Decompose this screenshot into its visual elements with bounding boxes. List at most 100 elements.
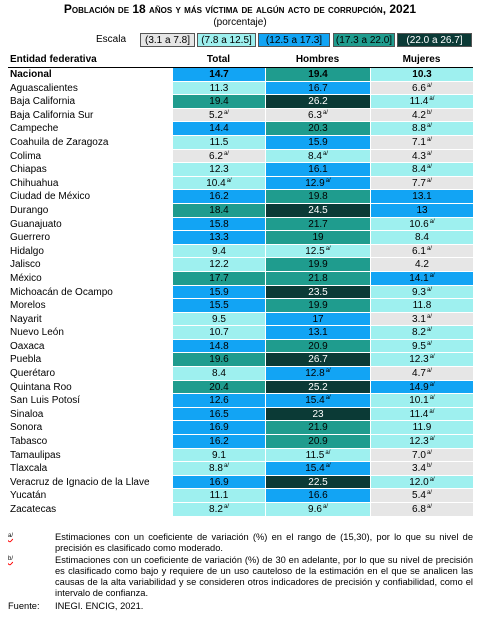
value-cell: 18.4 bbox=[172, 203, 265, 218]
value: 12.0 bbox=[409, 476, 429, 488]
value: 8.8 bbox=[412, 123, 426, 135]
value-cell: 10.6a/ bbox=[370, 217, 473, 232]
value: 11.5 bbox=[305, 449, 325, 461]
table-row: Nayarit 9.5 17 3.1a/ bbox=[8, 312, 473, 327]
value-cell: 12.6 bbox=[172, 394, 265, 408]
scale-level: (7.8 a 12.5] bbox=[197, 33, 256, 47]
value-cell: 21.8 bbox=[265, 271, 370, 286]
value: 12.9 bbox=[305, 177, 325, 189]
value-cell: 11.8 bbox=[370, 299, 473, 313]
value: 8.8 bbox=[209, 463, 223, 475]
value-cell: 11.1 bbox=[172, 489, 265, 503]
entity-name: Hidalgo bbox=[10, 245, 44, 257]
value-cell: 26.2 bbox=[265, 95, 370, 109]
value-cell: 16.2 bbox=[172, 190, 265, 204]
value: 23 bbox=[312, 408, 324, 420]
entity-name: Zacatecas bbox=[10, 504, 57, 515]
value-cell: 10.3 bbox=[370, 68, 473, 82]
value-cell: 15.4a/ bbox=[265, 394, 370, 408]
value-cell: 13.1 bbox=[265, 326, 370, 340]
value-cell: 6.1a/ bbox=[370, 244, 473, 259]
entity-name: Guerrero bbox=[10, 232, 51, 244]
entity-name: Baja California Sur bbox=[10, 109, 94, 121]
value: 9.5 bbox=[412, 340, 426, 352]
value: 12.2 bbox=[209, 259, 229, 271]
value: 11.1 bbox=[209, 490, 229, 502]
entity-name: Durango bbox=[10, 204, 49, 216]
note-mark: a/ bbox=[426, 286, 432, 293]
value-cell: 11.3 bbox=[172, 81, 265, 96]
value: 5.4 bbox=[412, 490, 426, 502]
scale-level: (3.1 a 7.8] bbox=[140, 33, 195, 47]
value-cell: 12.8a/ bbox=[265, 367, 370, 381]
value-cell: 20.9 bbox=[265, 339, 370, 354]
table-row: Campeche 14.4 20.3 8.8a/ bbox=[8, 122, 473, 136]
value: 14.4 bbox=[209, 123, 229, 135]
entity-name: Tlaxcala bbox=[10, 463, 48, 475]
value-cell: 16.7 bbox=[265, 81, 370, 96]
value-cell: 3.4b/ bbox=[370, 462, 473, 476]
value: 8.4 bbox=[212, 368, 226, 380]
value: 4.7 bbox=[412, 368, 426, 380]
note-mark: a/ bbox=[426, 150, 432, 157]
value: 15.8 bbox=[209, 218, 229, 230]
value: 11.4 bbox=[409, 408, 429, 420]
value: 19.9 bbox=[308, 300, 328, 312]
value: 14.1 bbox=[409, 272, 429, 284]
value: 9.5 bbox=[212, 313, 226, 325]
table-row: Sonora 16.9 21.9 11.9 bbox=[8, 421, 473, 436]
table-row: Quintana Roo 20.4 25.2 14.9a/ bbox=[8, 380, 473, 395]
value: 10.3 bbox=[412, 69, 432, 80]
source: Fuente: INEGI. ENCIG, 2021. bbox=[8, 601, 473, 612]
note-mark: a/ bbox=[426, 164, 432, 171]
entity-name: Aguascalientes bbox=[10, 82, 78, 94]
table-row: Nacional 14.7 19.4 10.3 bbox=[8, 68, 473, 82]
value-cell: 10.7 bbox=[172, 326, 265, 340]
value: 20.3 bbox=[308, 123, 328, 135]
value: 16.7 bbox=[308, 82, 328, 94]
entity-name: Coahuila de Zaragoza bbox=[10, 136, 109, 148]
value-cell: 13 bbox=[370, 203, 473, 218]
table-row: Baja California Sur 5.2a/6.3a/4.2b/ bbox=[8, 108, 473, 123]
entity-name: Querétaro bbox=[10, 368, 56, 380]
value: 9.1 bbox=[212, 449, 226, 461]
value-cell: 11.4a/ bbox=[370, 407, 473, 422]
value: 19.9 bbox=[308, 259, 328, 271]
note-mark: a/ bbox=[429, 381, 435, 388]
note-mark: a/ bbox=[426, 368, 432, 375]
value: 20.9 bbox=[308, 436, 328, 448]
value-cell: 23.5 bbox=[265, 285, 370, 300]
value-cell: 6.2a/ bbox=[172, 149, 265, 164]
table-row: Morelos 15.5 19.9 11.8 bbox=[8, 299, 473, 313]
value: 19 bbox=[312, 232, 324, 244]
value: 23.5 bbox=[308, 286, 328, 298]
value-cell: 17.7 bbox=[172, 271, 265, 286]
note-mark: a/ bbox=[325, 449, 331, 456]
note-mark: a/ bbox=[426, 82, 432, 89]
value: 13 bbox=[416, 204, 428, 216]
note-mark: a/ bbox=[325, 245, 331, 252]
value: 19.6 bbox=[209, 354, 229, 366]
table-row: Tamaulipas 9.1 11.5a/7.0a/ bbox=[8, 448, 473, 463]
value-cell: 15.9 bbox=[172, 285, 265, 300]
entity-name: Yucatán bbox=[10, 490, 47, 502]
table-row: Chihuahua 10.4a/12.9a/7.7a/ bbox=[8, 176, 473, 191]
entity-name: Sinaloa bbox=[10, 408, 44, 420]
note-mark: b/ bbox=[426, 109, 432, 116]
entity-name: Colima bbox=[10, 150, 42, 162]
table-row: Chiapas 12.3 16.1 8.4a/ bbox=[8, 163, 473, 177]
value-cell: 23 bbox=[265, 407, 370, 422]
value: 15.9 bbox=[209, 286, 229, 298]
note-mark: a/ bbox=[325, 368, 331, 375]
value: 14.7 bbox=[209, 69, 229, 80]
title: Población de 18 años y más víctima de al… bbox=[63, 2, 417, 16]
table-row: Michoacán de Ocampo 15.9 23.5 9.3a/ bbox=[8, 285, 473, 300]
entity-name: Campeche bbox=[10, 123, 59, 135]
value-cell: 8.2a/ bbox=[370, 326, 473, 340]
value-cell: 22.5 bbox=[265, 475, 370, 490]
note-mark: a/ bbox=[322, 109, 328, 116]
value: 6.1 bbox=[412, 245, 426, 257]
value: 16.6 bbox=[308, 490, 328, 502]
value: 12.6 bbox=[209, 395, 229, 407]
value-cell: 21.9 bbox=[265, 421, 370, 436]
